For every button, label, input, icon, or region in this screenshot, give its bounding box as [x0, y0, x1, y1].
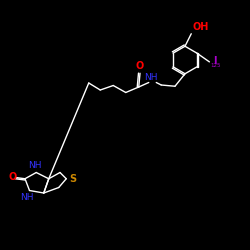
Text: O: O: [8, 172, 16, 182]
Text: I: I: [213, 56, 216, 66]
Text: NH: NH: [28, 162, 42, 170]
Text: NH: NH: [144, 73, 158, 82]
Text: NH: NH: [20, 194, 33, 202]
Text: O: O: [136, 61, 144, 71]
Text: OH: OH: [192, 22, 209, 32]
Text: 125: 125: [210, 62, 220, 68]
Text: S: S: [69, 174, 76, 184]
